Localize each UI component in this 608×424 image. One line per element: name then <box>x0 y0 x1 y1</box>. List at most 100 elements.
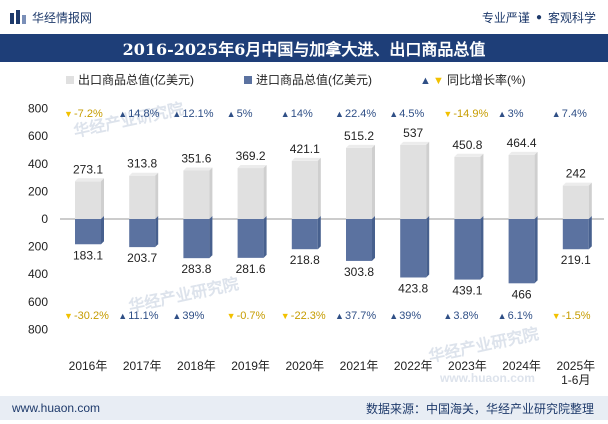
footer-site-link[interactable]: www.huaon.com <box>12 401 101 415</box>
data-label-import: 281.6 <box>236 262 266 276</box>
bars <box>75 141 592 284</box>
y-tick-label: 200 <box>28 184 48 198</box>
growth-label-export: ▲ 14% <box>281 108 313 120</box>
data-label-import: 183.1 <box>73 248 103 262</box>
bar-export <box>400 144 427 219</box>
up-arrow-icon: ▲ <box>552 109 561 119</box>
bar-export-side <box>263 165 267 219</box>
growth-label-import: ▲ 11.1% <box>118 310 159 322</box>
data-label-export: 421.1 <box>290 142 320 156</box>
growth-value: 14% <box>291 108 313 120</box>
bar-export-top <box>183 167 213 171</box>
growth-value: 3.8% <box>453 310 478 322</box>
brand-logo-icon <box>10 10 26 24</box>
bar-import-side <box>209 216 213 259</box>
bar-export-side <box>426 141 430 219</box>
bar-export-top <box>75 178 104 182</box>
bar-import <box>346 219 372 261</box>
bar-import <box>183 219 210 259</box>
x-tick-label: 2018年 <box>177 359 216 373</box>
bar-export-side <box>534 151 538 219</box>
down-arrow-icon: ▼ <box>281 311 290 321</box>
bar-import-side <box>101 216 104 245</box>
up-arrow-icon: ▲ <box>335 109 344 119</box>
bar-export-side <box>480 153 484 219</box>
bar-export <box>562 185 589 219</box>
data-label-export: 464.4 <box>507 136 537 150</box>
growth-value: -0.7% <box>237 310 266 322</box>
bar-export-top <box>562 182 592 186</box>
bar-import <box>237 219 264 258</box>
brand[interactable]: 华经情报网 <box>10 9 92 26</box>
x-tick-label: 2020年 <box>285 359 324 373</box>
growth-label-export: ▲ 14.8% <box>118 108 159 120</box>
tagline-right: 客观科学 <box>547 10 596 25</box>
growth-label-import: ▲ 37.7% <box>335 310 376 322</box>
growth-label-export: ▲ 5% <box>227 108 253 120</box>
data-label-import: 203.7 <box>127 251 157 265</box>
bar-import <box>400 219 427 278</box>
bar-import-side <box>588 216 592 250</box>
bar-export-top <box>237 165 267 169</box>
data-label-import: 218.8 <box>290 253 320 267</box>
up-arrow-icon: ▲ <box>118 311 127 321</box>
legend-up-icon: ▲ <box>420 75 431 87</box>
data-label-import: 219.1 <box>561 253 591 267</box>
growth-label-export: ▲ 12.1% <box>172 108 213 120</box>
data-label-export: 242 <box>566 167 586 181</box>
bar-import <box>454 219 481 280</box>
y-tick-label: 600 <box>28 129 48 143</box>
bar-export-top <box>346 144 375 148</box>
brand-name: 华经情报网 <box>32 10 93 25</box>
bar-export-top <box>454 153 484 157</box>
bar-import-side <box>155 216 159 248</box>
y-tick-label: 0 <box>41 212 48 226</box>
down-arrow-icon: ▼ <box>552 311 561 321</box>
growth-label-import: ▲ 39% <box>172 310 204 322</box>
growth-label-import: ▲ 3.8% <box>443 310 478 322</box>
bar-import <box>508 219 535 284</box>
growth-value: 7.4% <box>562 108 587 120</box>
bar-export-side <box>317 157 321 219</box>
growth-value: 37.7% <box>345 310 376 322</box>
growth-value: 11.1% <box>128 310 159 322</box>
top-bar: 华经情报网 专业严谨 ● 客观科学 <box>0 0 608 34</box>
bar-import-side <box>263 216 267 258</box>
legend-label-import: 进口商品总值(亿美元) <box>256 72 372 87</box>
data-label-export: 450.8 <box>452 138 482 152</box>
data-label-import: 303.8 <box>344 265 374 279</box>
data-label-import: 423.8 <box>398 281 428 295</box>
up-arrow-icon: ▲ <box>172 311 181 321</box>
y-tick-label: 200 <box>28 240 48 254</box>
bar-export <box>454 156 481 219</box>
growth-label-export: ▲ 7.4% <box>552 108 587 120</box>
bar-export-top <box>400 141 430 145</box>
bar-import-side <box>426 216 430 278</box>
down-arrow-icon: ▼ <box>443 109 452 119</box>
growth-label-import: ▼ -1.5% <box>552 310 591 322</box>
bar-import-side <box>372 216 375 261</box>
footer-source: 数据来源：中国海关，华经产业研究院整理 <box>365 401 594 416</box>
growth-label-import: ▲ 6.1% <box>498 310 533 322</box>
bar-export-side <box>588 182 592 219</box>
data-label-export: 369.2 <box>236 149 266 163</box>
growth-value: -1.5% <box>562 310 591 322</box>
bar-export-top <box>508 151 538 155</box>
growth-label-import: ▼ -0.7% <box>227 310 266 322</box>
growth-label-import: ▼ -22.3% <box>281 310 326 322</box>
bar-export <box>346 147 372 219</box>
up-arrow-icon: ▲ <box>172 109 181 119</box>
chart-title: 2016-2025年6月中国与加拿大进、出口商品总值 <box>0 34 608 62</box>
bar-export <box>291 160 318 219</box>
growth-value: 22.4% <box>345 108 376 120</box>
down-arrow-icon: ▼ <box>227 311 236 321</box>
data-label-import: 466 <box>512 287 532 301</box>
data-label-import: 283.8 <box>181 262 211 276</box>
bar-export-top <box>291 157 321 161</box>
bar-import <box>562 219 589 250</box>
data-label-export: 351.6 <box>181 151 211 165</box>
x-tick-label: 2021年 <box>340 359 379 373</box>
legend-label-export: 出口商品总值(亿美元) <box>78 72 194 87</box>
x-tick-label: 2024年 <box>502 359 541 373</box>
